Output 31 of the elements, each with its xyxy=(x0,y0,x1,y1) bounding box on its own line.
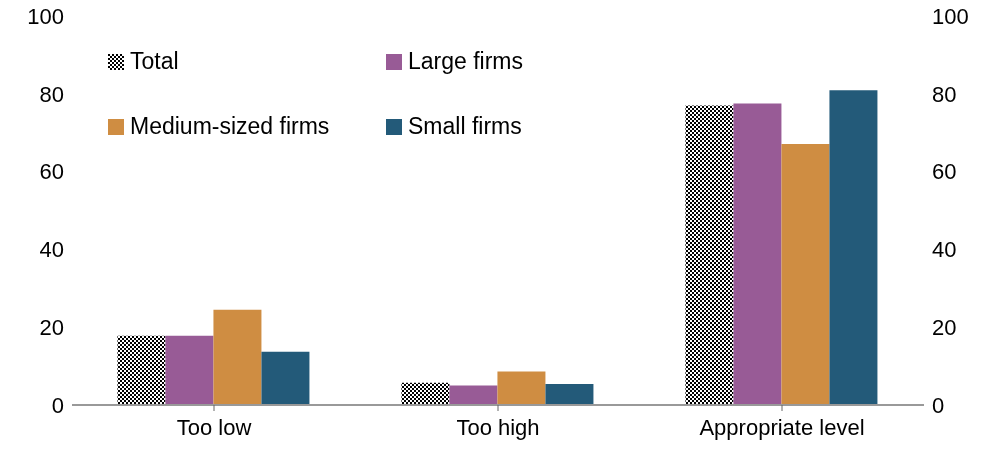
bar xyxy=(401,382,450,405)
bar xyxy=(117,335,166,405)
y2-tick-label: 80 xyxy=(932,81,957,107)
y2-tick-label: 100 xyxy=(932,3,969,29)
legend-label: Total xyxy=(130,48,179,75)
bar xyxy=(733,103,782,405)
y2-tick-label: 20 xyxy=(932,315,957,341)
bar xyxy=(213,309,262,405)
bar xyxy=(829,90,878,405)
y2-tick-label: 40 xyxy=(932,237,957,263)
legend-label: Large firms xyxy=(408,48,524,75)
bar xyxy=(449,385,498,405)
y-tick-label: 100 xyxy=(27,3,64,29)
bar xyxy=(497,371,546,405)
x-tick-label: Too low xyxy=(176,414,252,440)
legend-label: Medium-sized firms xyxy=(130,113,330,140)
y2-tick-label: 60 xyxy=(932,159,957,185)
y-tick-label: 60 xyxy=(39,159,64,185)
bar xyxy=(261,351,310,405)
bar xyxy=(545,383,594,405)
x-tick-label: Too high xyxy=(456,414,540,440)
bar xyxy=(685,105,734,405)
bar xyxy=(781,143,830,405)
y-tick-label: 0 xyxy=(51,392,64,418)
y-tick-label: 80 xyxy=(39,81,64,107)
bar xyxy=(165,335,214,405)
x-tick-label: Appropriate level xyxy=(699,414,865,440)
y2-tick-label: 0 xyxy=(932,392,945,418)
y-tick-label: 20 xyxy=(39,315,64,341)
legend-label: Small firms xyxy=(408,113,522,140)
y-tick-label: 40 xyxy=(39,237,64,263)
